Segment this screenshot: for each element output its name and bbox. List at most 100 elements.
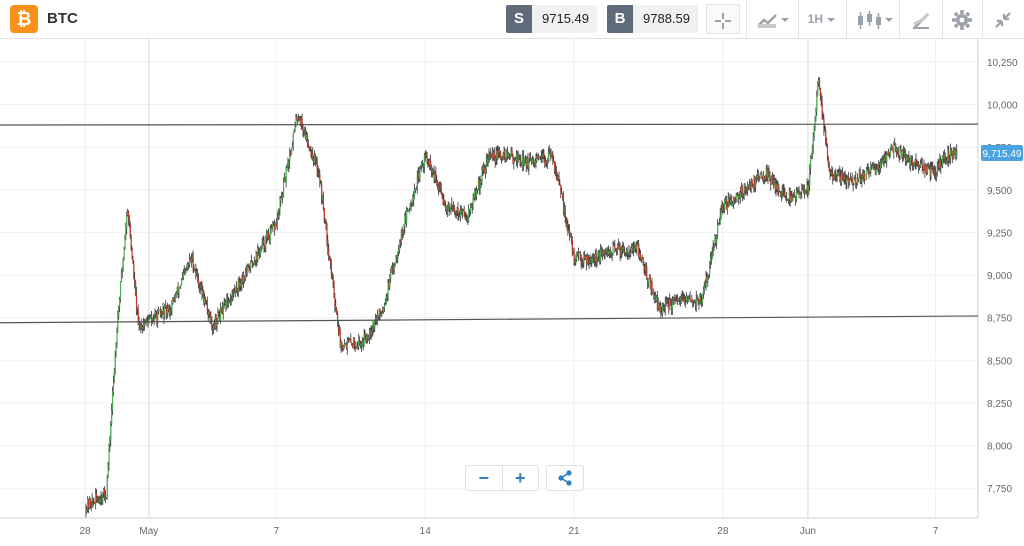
x-tick-label: 14 bbox=[420, 526, 432, 537]
candle-body bbox=[717, 224, 719, 236]
candle-body bbox=[865, 169, 868, 180]
candle-body bbox=[919, 166, 921, 168]
candle-body bbox=[672, 298, 674, 302]
candle-body bbox=[104, 489, 106, 496]
candle-body bbox=[790, 195, 792, 202]
interval-dropdown[interactable]: 1H bbox=[802, 4, 842, 34]
candle-body bbox=[142, 327, 144, 329]
settings-button[interactable] bbox=[946, 4, 978, 34]
zoom-out-button[interactable]: − bbox=[466, 466, 503, 490]
chart-type-button[interactable] bbox=[752, 4, 794, 34]
candle-body bbox=[625, 250, 628, 253]
candle-body bbox=[819, 89, 822, 97]
candle-body bbox=[812, 135, 814, 149]
candle-body bbox=[906, 156, 908, 161]
y-tick-label: 9,250 bbox=[987, 228, 1012, 239]
candle-body bbox=[950, 150, 953, 152]
candle-body bbox=[300, 118, 302, 126]
candle-body bbox=[439, 187, 441, 189]
candle-body bbox=[635, 245, 637, 250]
candle-body bbox=[578, 252, 581, 254]
buy-button[interactable]: B 9788.59 bbox=[607, 5, 698, 33]
candle-body bbox=[515, 159, 517, 161]
candle-body bbox=[396, 256, 398, 258]
candle-body bbox=[647, 278, 650, 283]
candle-body bbox=[482, 170, 484, 171]
y-tick-label: 9,500 bbox=[987, 186, 1012, 197]
candle-body bbox=[474, 191, 476, 199]
candle-body bbox=[138, 323, 140, 325]
zoom-in-button[interactable]: + bbox=[514, 468, 526, 488]
candle-body bbox=[555, 170, 558, 174]
candle-body bbox=[284, 176, 286, 183]
candle-body bbox=[357, 346, 359, 348]
share-button[interactable] bbox=[546, 465, 584, 491]
candle-body bbox=[646, 266, 648, 279]
candle-body bbox=[903, 153, 906, 155]
candle-body bbox=[787, 199, 790, 201]
candle-body bbox=[321, 182, 323, 200]
candle-body bbox=[354, 345, 356, 349]
candle-body bbox=[557, 176, 559, 180]
candle-body bbox=[266, 236, 268, 239]
candle-body bbox=[778, 184, 780, 192]
indicators-button[interactable] bbox=[852, 4, 896, 34]
candle-body bbox=[280, 198, 282, 201]
candle-body bbox=[631, 248, 633, 253]
candle-body bbox=[249, 269, 251, 271]
candle-body bbox=[135, 292, 138, 310]
y-tick-label: 10,000 bbox=[987, 101, 1018, 112]
crosshair-button[interactable] bbox=[706, 4, 740, 34]
candle-body bbox=[408, 209, 410, 211]
candle-body bbox=[333, 282, 335, 299]
candle-body bbox=[337, 326, 340, 334]
candle-body bbox=[137, 310, 139, 325]
candle-body bbox=[192, 256, 194, 270]
price-chart[interactable]: 7,750 8,000 8,250 8,500 8,750 9,000 9,250 9,500… bbox=[0, 38, 1024, 546]
candle-body bbox=[298, 118, 301, 119]
candle-body bbox=[634, 245, 636, 249]
drawing-tools-button[interactable] bbox=[904, 4, 938, 34]
candle-body bbox=[840, 176, 842, 183]
candle-body bbox=[304, 131, 306, 133]
candle-body bbox=[934, 170, 936, 174]
candle-body bbox=[841, 172, 844, 179]
candle-body bbox=[809, 168, 811, 186]
candle-body bbox=[447, 206, 449, 211]
candle-body bbox=[495, 150, 497, 159]
candle-body bbox=[938, 164, 940, 169]
drawing-icon bbox=[913, 12, 930, 29]
candle-body bbox=[158, 309, 160, 312]
collapse-button[interactable] bbox=[987, 4, 1019, 34]
candle-body bbox=[835, 178, 837, 180]
candle-body bbox=[89, 499, 92, 507]
candle-body bbox=[670, 304, 673, 310]
candle-body bbox=[235, 286, 237, 292]
candle-body bbox=[326, 223, 328, 241]
candle-body bbox=[892, 149, 894, 153]
candle-body bbox=[168, 305, 170, 315]
candle-body bbox=[203, 291, 205, 303]
candle-body bbox=[287, 164, 289, 167]
candle-body bbox=[184, 270, 186, 272]
sell-button[interactable]: S 9715.49 bbox=[506, 5, 597, 33]
candle-body bbox=[816, 96, 818, 112]
candle-body bbox=[127, 211, 129, 215]
candle-body bbox=[734, 198, 736, 200]
candle-body bbox=[391, 268, 393, 273]
candle-body bbox=[670, 299, 672, 305]
candle-body bbox=[927, 166, 929, 173]
candle-body bbox=[800, 192, 802, 194]
candle-body bbox=[801, 186, 803, 193]
candle-body bbox=[259, 250, 261, 255]
candle-body bbox=[563, 206, 565, 213]
candle-body bbox=[552, 154, 554, 161]
candle-body bbox=[687, 298, 690, 301]
candle-body bbox=[173, 298, 175, 300]
share-icon bbox=[558, 470, 572, 486]
candle-body bbox=[594, 254, 597, 261]
candle-body bbox=[254, 262, 256, 264]
candle-body bbox=[613, 245, 615, 247]
candle-body bbox=[553, 160, 555, 162]
candle-body bbox=[251, 260, 253, 262]
